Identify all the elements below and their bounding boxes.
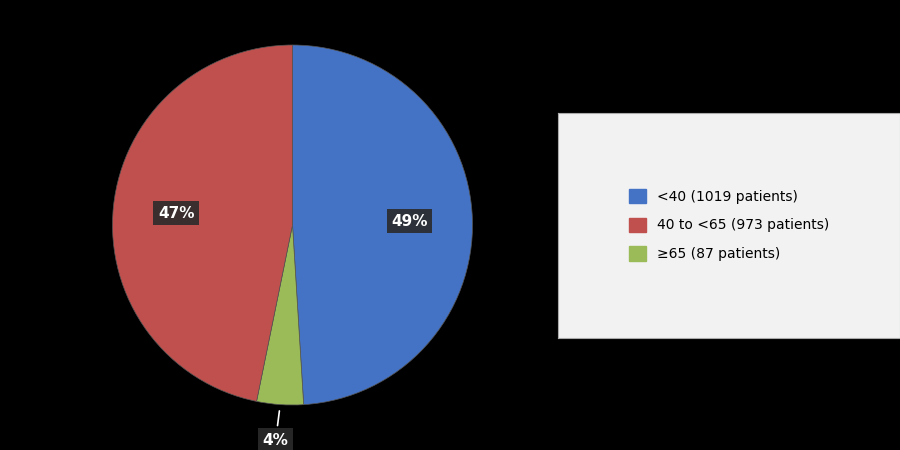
Text: 47%: 47% [158, 206, 194, 221]
Wedge shape [112, 45, 292, 401]
Legend: <40 (1019 patients), 40 to <65 (973 patients), ≥65 (87 patients): <40 (1019 patients), 40 to <65 (973 pati… [615, 175, 843, 275]
Text: 4%: 4% [263, 411, 289, 448]
Text: 49%: 49% [392, 214, 428, 229]
Wedge shape [256, 225, 303, 405]
Wedge shape [292, 45, 472, 405]
